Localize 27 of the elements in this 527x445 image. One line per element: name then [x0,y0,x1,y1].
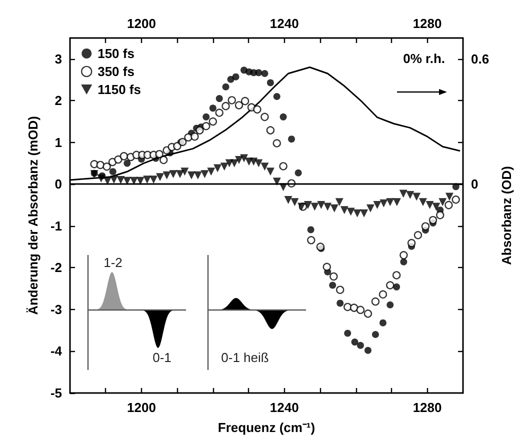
x2-tick-label: 1280 [412,16,442,31]
annotation: 0-1 [152,350,172,365]
y-tick-label: -5 [50,386,62,400]
y-tick-label: -1 [50,218,62,234]
y-tick-label: 3 [54,51,62,66]
y-tick-label: -4 [50,344,63,359]
y-tick-label: 0 [54,176,62,192]
x-tick-label: 1200 [126,400,156,415]
y-tick-label: 2 [54,93,62,108]
x-axis-title: Frequenz (cm⁻¹) [218,420,316,435]
x-tick-label: 1240 [270,400,299,415]
x2-tick-label: 1200 [126,16,156,31]
y2-tick-label: 0.6 [471,51,490,66]
annotation: 1-2 [104,255,122,270]
y-axis-title: Änderung der Absorbanz (mOD) [26,116,41,315]
y-tick-label: 1 [54,134,62,150]
y-tick-label: -2 [50,260,62,276]
annotation: 0-1 heiß [221,350,269,365]
legend-label: 1150 fs [98,82,141,97]
y2-tick-label: 0 [471,176,478,192]
x2-tick-label: 1240 [270,16,299,31]
annotation: 0% r.h. [403,51,446,66]
x-tick-label: 1280 [412,400,442,415]
legend-label: 150 fs [98,46,134,61]
legend-label: 350 fs [98,64,134,79]
y2-axis-title: Absorbanz (OD) [498,166,514,265]
y-tick-label: -3 [50,302,62,317]
